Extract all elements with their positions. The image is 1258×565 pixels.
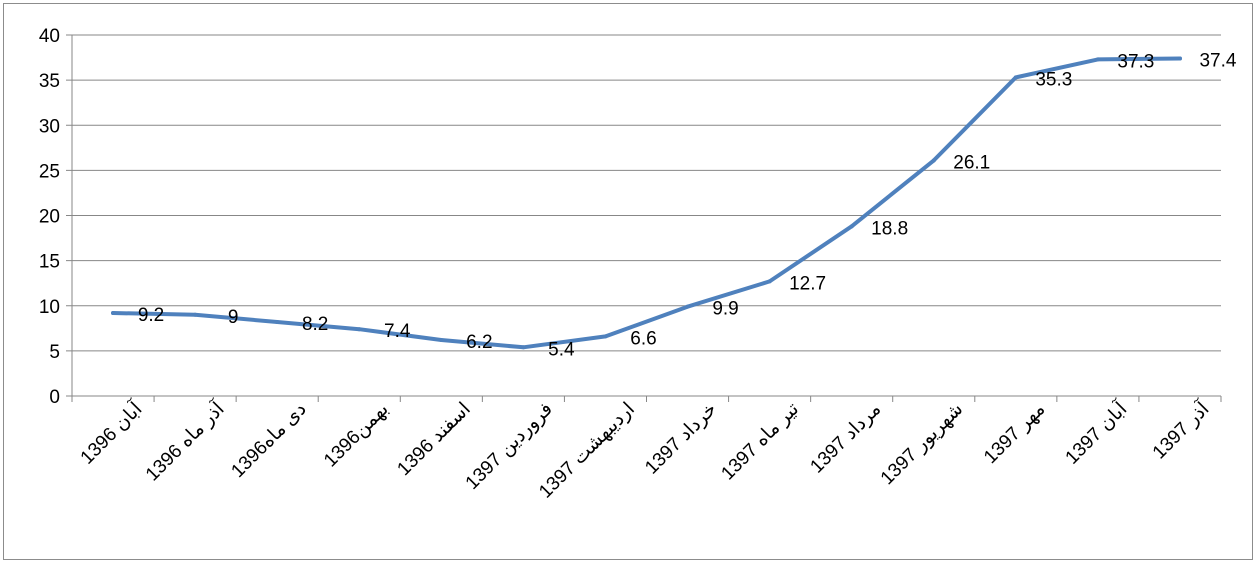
x-tick-label: مهر 1397: [980, 399, 1049, 468]
data-labels: 9.2 9 8.2 7.4 6.2 5.4 6.6 9.9 12.7 18.8 26.1 35.3 37…: [138, 50, 1237, 360]
data-label: 37.3: [1117, 51, 1154, 72]
data-label: 6.2: [466, 332, 492, 353]
gridlines: [72, 34, 1221, 352]
data-point: [685, 304, 690, 309]
data-label: 35.3: [1035, 69, 1072, 90]
data-label: 9.2: [138, 305, 164, 326]
x-tick-label: آذر ماه 1396: [140, 396, 229, 485]
data-point: [1177, 56, 1182, 61]
y-tick-label: 20: [39, 207, 60, 228]
data-point: [767, 279, 772, 284]
x-tick-label: اسفند 1396: [393, 399, 474, 480]
data-label: 26.1: [953, 152, 990, 173]
y-tick-label: 35: [39, 71, 60, 92]
data-point: [1013, 75, 1018, 80]
x-tick-label: آذر 1397: [1147, 396, 1214, 463]
x-tick-label: خرداد 1397: [641, 399, 721, 479]
data-point: [275, 319, 280, 324]
data-label: 6.6: [630, 328, 656, 349]
x-tick-label: تیر ماه 1397: [717, 399, 803, 485]
data-point: [357, 327, 362, 332]
chart-frame: 0 5 10 15 20 25 30 35 40 آبان 1396 آذر ماه 1396 دی…: [3, 3, 1253, 560]
data-point: [849, 224, 854, 229]
data-point: [521, 345, 526, 350]
data-point: [603, 334, 608, 339]
y-tick-label: 40: [39, 26, 60, 47]
y-tick-label: 5: [49, 342, 60, 363]
series-line: [111, 56, 1182, 350]
data-label: 18.8: [871, 218, 908, 239]
y-axis-tick-labels: 0 5 10 15 20 25 30 35 40: [39, 26, 60, 408]
data-point: [931, 158, 936, 163]
data-label: 12.7: [789, 273, 826, 294]
x-tick-label: آبان 1396: [75, 396, 148, 469]
x-tick-label: دی ماه1396: [227, 399, 310, 482]
data-point: [1095, 57, 1100, 62]
data-label: 7.4: [384, 321, 411, 342]
series: [111, 56, 1182, 350]
data-label: 9.9: [712, 299, 738, 320]
data-label: 8.2: [302, 314, 328, 335]
data-point: [111, 310, 116, 315]
data-label: 37.4: [1199, 50, 1236, 71]
y-tick-label: 0: [49, 387, 60, 408]
x-tick-label: بهمن1396: [320, 399, 393, 472]
data-label: 9: [228, 307, 239, 328]
data-label: 5.4: [548, 339, 575, 360]
y-tick-label: 25: [39, 161, 60, 182]
x-tick-label: مرداد 1397: [806, 399, 885, 478]
data-point: [193, 312, 198, 317]
data-point: [439, 338, 444, 343]
x-tick-label: شهریور 1397: [877, 399, 968, 490]
y-tick-label: 15: [39, 252, 60, 273]
y-tick-label: 30: [39, 116, 60, 137]
axes: [66, 34, 1222, 402]
y-tick-label: 10: [39, 297, 60, 318]
x-tick-label: آبان 1397: [1059, 396, 1132, 469]
